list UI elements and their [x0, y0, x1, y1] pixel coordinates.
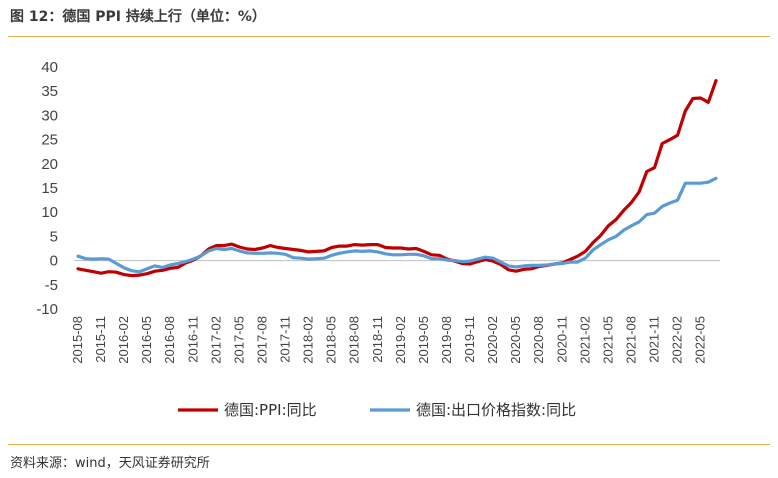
- y-tick-label: 0: [50, 253, 58, 270]
- y-axis: -10 -5 0 5 10 15 20 25 30 35 40: [36, 59, 58, 318]
- y-tick-label: 5: [50, 228, 58, 245]
- x-tick-label: 2018-05: [324, 316, 339, 364]
- y-tick-label: 40: [41, 59, 58, 76]
- source-note: 资料来源：wind，天风证券研究所: [10, 456, 210, 471]
- legend-label-2: 德国:出口价格指数:同比: [416, 401, 576, 419]
- y-tick-label: 10: [41, 204, 58, 221]
- x-tick-label: 2021-05: [600, 316, 615, 364]
- x-tick-label: 2018-02: [301, 316, 316, 364]
- series-lines: [76, 78, 718, 278]
- figure-title: 图 12：德国 PPI 持续上行（单位：%）: [10, 9, 266, 25]
- x-tick-label: 2019-11: [462, 316, 477, 363]
- x-tick-label: 2021-11: [647, 316, 662, 363]
- top-divider: [8, 36, 770, 37]
- x-tick-label: 2018-08: [347, 316, 362, 364]
- x-tick-label: 2016-02: [116, 316, 131, 364]
- x-tick-label: 2020-05: [508, 316, 523, 364]
- x-tick-label: 2016-05: [139, 316, 154, 364]
- x-tick-label: 2018-11: [370, 316, 385, 363]
- y-tick-label: 35: [41, 83, 58, 100]
- x-tick-label: 2016-08: [162, 316, 177, 364]
- line-chart: -10 -5 0 5 10 15 20 25 30 35 40 2015-08 2015-11 2016…: [36, 59, 720, 419]
- y-tick-label: -10: [36, 301, 58, 318]
- x-tick-label: 2015-08: [70, 316, 85, 364]
- series-line-1: [76, 78, 718, 278]
- legend-label-1: 德国:PPI:同比: [224, 401, 317, 419]
- x-tick-label: 2019-08: [439, 316, 454, 364]
- y-tick-label: -5: [45, 277, 58, 294]
- series-line-2: [76, 176, 718, 274]
- legend: 德国:PPI:同比 德国:出口价格指数:同比: [178, 401, 576, 419]
- x-tick-label: 2021-08: [623, 316, 638, 364]
- x-tick-label: 2022-05: [693, 316, 708, 364]
- bottom-divider: [8, 444, 770, 445]
- x-tick-label: 2017-11: [278, 316, 293, 363]
- x-tick-label: 2020-11: [554, 316, 569, 363]
- y-tick-label: 30: [41, 107, 58, 124]
- x-tick-label: 2017-08: [254, 316, 269, 364]
- x-tick-label: 2016-11: [185, 316, 200, 363]
- y-tick-label: 15: [41, 180, 58, 197]
- x-tick-label: 2022-02: [670, 316, 685, 364]
- x-tick-label: 2020-02: [485, 316, 500, 364]
- x-tick-label: 2017-02: [208, 316, 223, 364]
- x-tick-label: 2019-02: [393, 316, 408, 364]
- x-tick-label: 2015-11: [93, 316, 108, 363]
- x-tick-label: 2020-08: [531, 316, 546, 364]
- x-tick-label: 2019-05: [416, 316, 431, 364]
- x-axis: 2015-08 2015-11 2016-02 2016-05 2016-08 2016-…: [70, 316, 708, 364]
- y-tick-label: 25: [41, 132, 58, 149]
- x-tick-label: 2017-05: [231, 316, 246, 364]
- y-tick-label: 20: [41, 156, 58, 173]
- x-tick-label: 2021-02: [577, 316, 592, 364]
